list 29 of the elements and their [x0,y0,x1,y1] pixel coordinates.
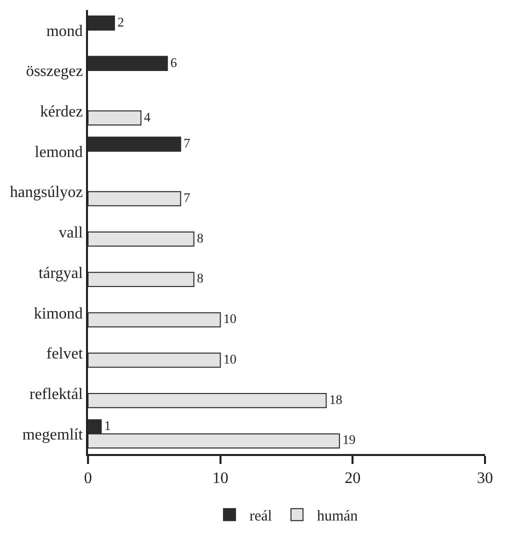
data-label: 4 [144,109,151,124]
y-tick-label: vall [58,224,84,242]
y-tick-label: összegez [26,63,83,80]
y-tick-label: hangsúlyoz [10,184,83,202]
legend-label: reál [250,508,272,524]
data-label: 10 [223,351,237,366]
y-tick-label: mond [46,22,83,40]
data-label: 8 [196,270,204,286]
data-label: 2 [117,14,124,30]
x-tick-label: 30 [477,470,493,488]
y-tick-label: reflektál [30,386,84,404]
x-tick-label: 20 [344,470,361,488]
y-tick-label: megemlít [22,426,84,444]
y-tick-label: kimond [34,305,83,322]
x-tick-label: 0 [84,470,92,488]
y-tick-label: felvet [46,346,84,363]
x-tick-label: 10 [212,470,228,488]
y-tick-label: kérdez [40,104,83,121]
legend-label: humán [316,508,358,524]
data-label: 1 [104,418,111,434]
data-label: 7 [184,136,191,151]
data-label: 6 [170,54,178,70]
data-label: 8 [196,230,204,246]
y-tick-label: lemond [34,144,83,161]
y-tick-label: tárgyal [38,264,84,282]
data-label: 19 [342,432,356,448]
data-label: 10 [223,311,237,326]
data-label: 18 [329,392,343,407]
data-label: 7 [184,190,191,205]
